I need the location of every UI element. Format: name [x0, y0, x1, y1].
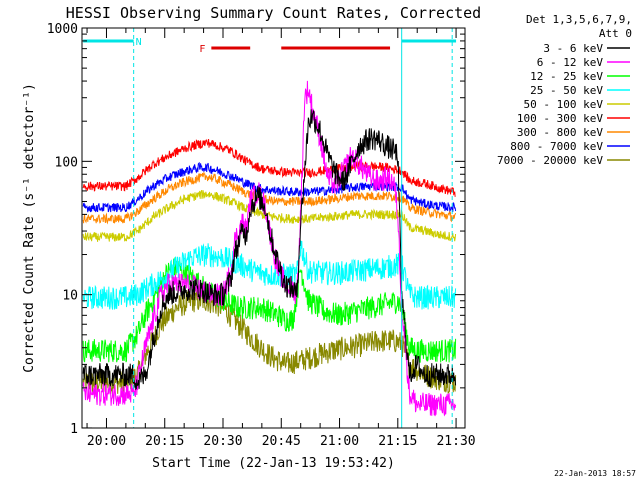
- legend-entry-label-1: 6 - 12 keV: [537, 56, 604, 69]
- series-line-50to100kev: [82, 189, 457, 242]
- x-tick-label-1: 20:15: [145, 434, 184, 449]
- x-tick-label-3: 20:45: [262, 434, 301, 449]
- x-tick-label-6: 21:30: [436, 434, 475, 449]
- series-line-100to300kev: [82, 138, 456, 197]
- series-line-3to6kev: [82, 109, 457, 391]
- legend-entry-label-5: 100 - 300 keV: [517, 112, 603, 125]
- series-line-25to50kev: [82, 240, 457, 310]
- timestamp: 22-Jan-2013 18:57: [554, 469, 636, 478]
- legend-subtitle: Att 0: [599, 27, 632, 40]
- legend-entry-label-8: 7000 - 20000 keV: [497, 154, 603, 167]
- plot-frame: [81, 27, 466, 429]
- x-tick-label-5: 21:15: [378, 434, 417, 449]
- y-tick-label-10: 10: [62, 289, 78, 304]
- x-tick-label-4: 21:00: [320, 434, 359, 449]
- y-tick-label-1000: 1000: [47, 22, 78, 37]
- series-line-12to25kev: [82, 257, 457, 363]
- state-bar-label-f: F: [199, 44, 205, 55]
- legend-entry-label-4: 50 - 100 keV: [524, 98, 604, 111]
- x-tick-label-0: 20:00: [87, 434, 126, 449]
- series-line-6to12kev: [82, 80, 457, 417]
- y-tick-label-100: 100: [55, 155, 78, 170]
- series-line-800to7000kev: [82, 161, 457, 213]
- y-tick-label-1: 1: [70, 422, 78, 437]
- y-axis-label: Corrected Count Rate (s⁻¹ detector⁻¹): [22, 83, 37, 373]
- series-line-300to800kev: [82, 170, 457, 225]
- state-bar-label-n: N: [136, 37, 142, 48]
- series-line-7000to20000kev: [82, 289, 457, 395]
- legend-entry-label-7: 800 - 7000 keV: [510, 140, 603, 153]
- legend-entry-label-6: 300 - 800 keV: [517, 126, 603, 139]
- legend-entry-label-3: 25 - 50 keV: [530, 84, 603, 97]
- x-tick-label-2: 20:30: [203, 434, 242, 449]
- legend-title: Det 1,3,5,6,7,9,: [526, 13, 632, 26]
- x-axis-label: Start Time (22-Jan-13 19:53:42): [152, 456, 395, 471]
- legend-entry-label-0: 3 - 6 keV: [543, 42, 603, 55]
- chart-title: HESSI Observing Summary Count Rates, Cor…: [66, 4, 481, 22]
- legend-entry-label-2: 12 - 25 keV: [530, 70, 603, 83]
